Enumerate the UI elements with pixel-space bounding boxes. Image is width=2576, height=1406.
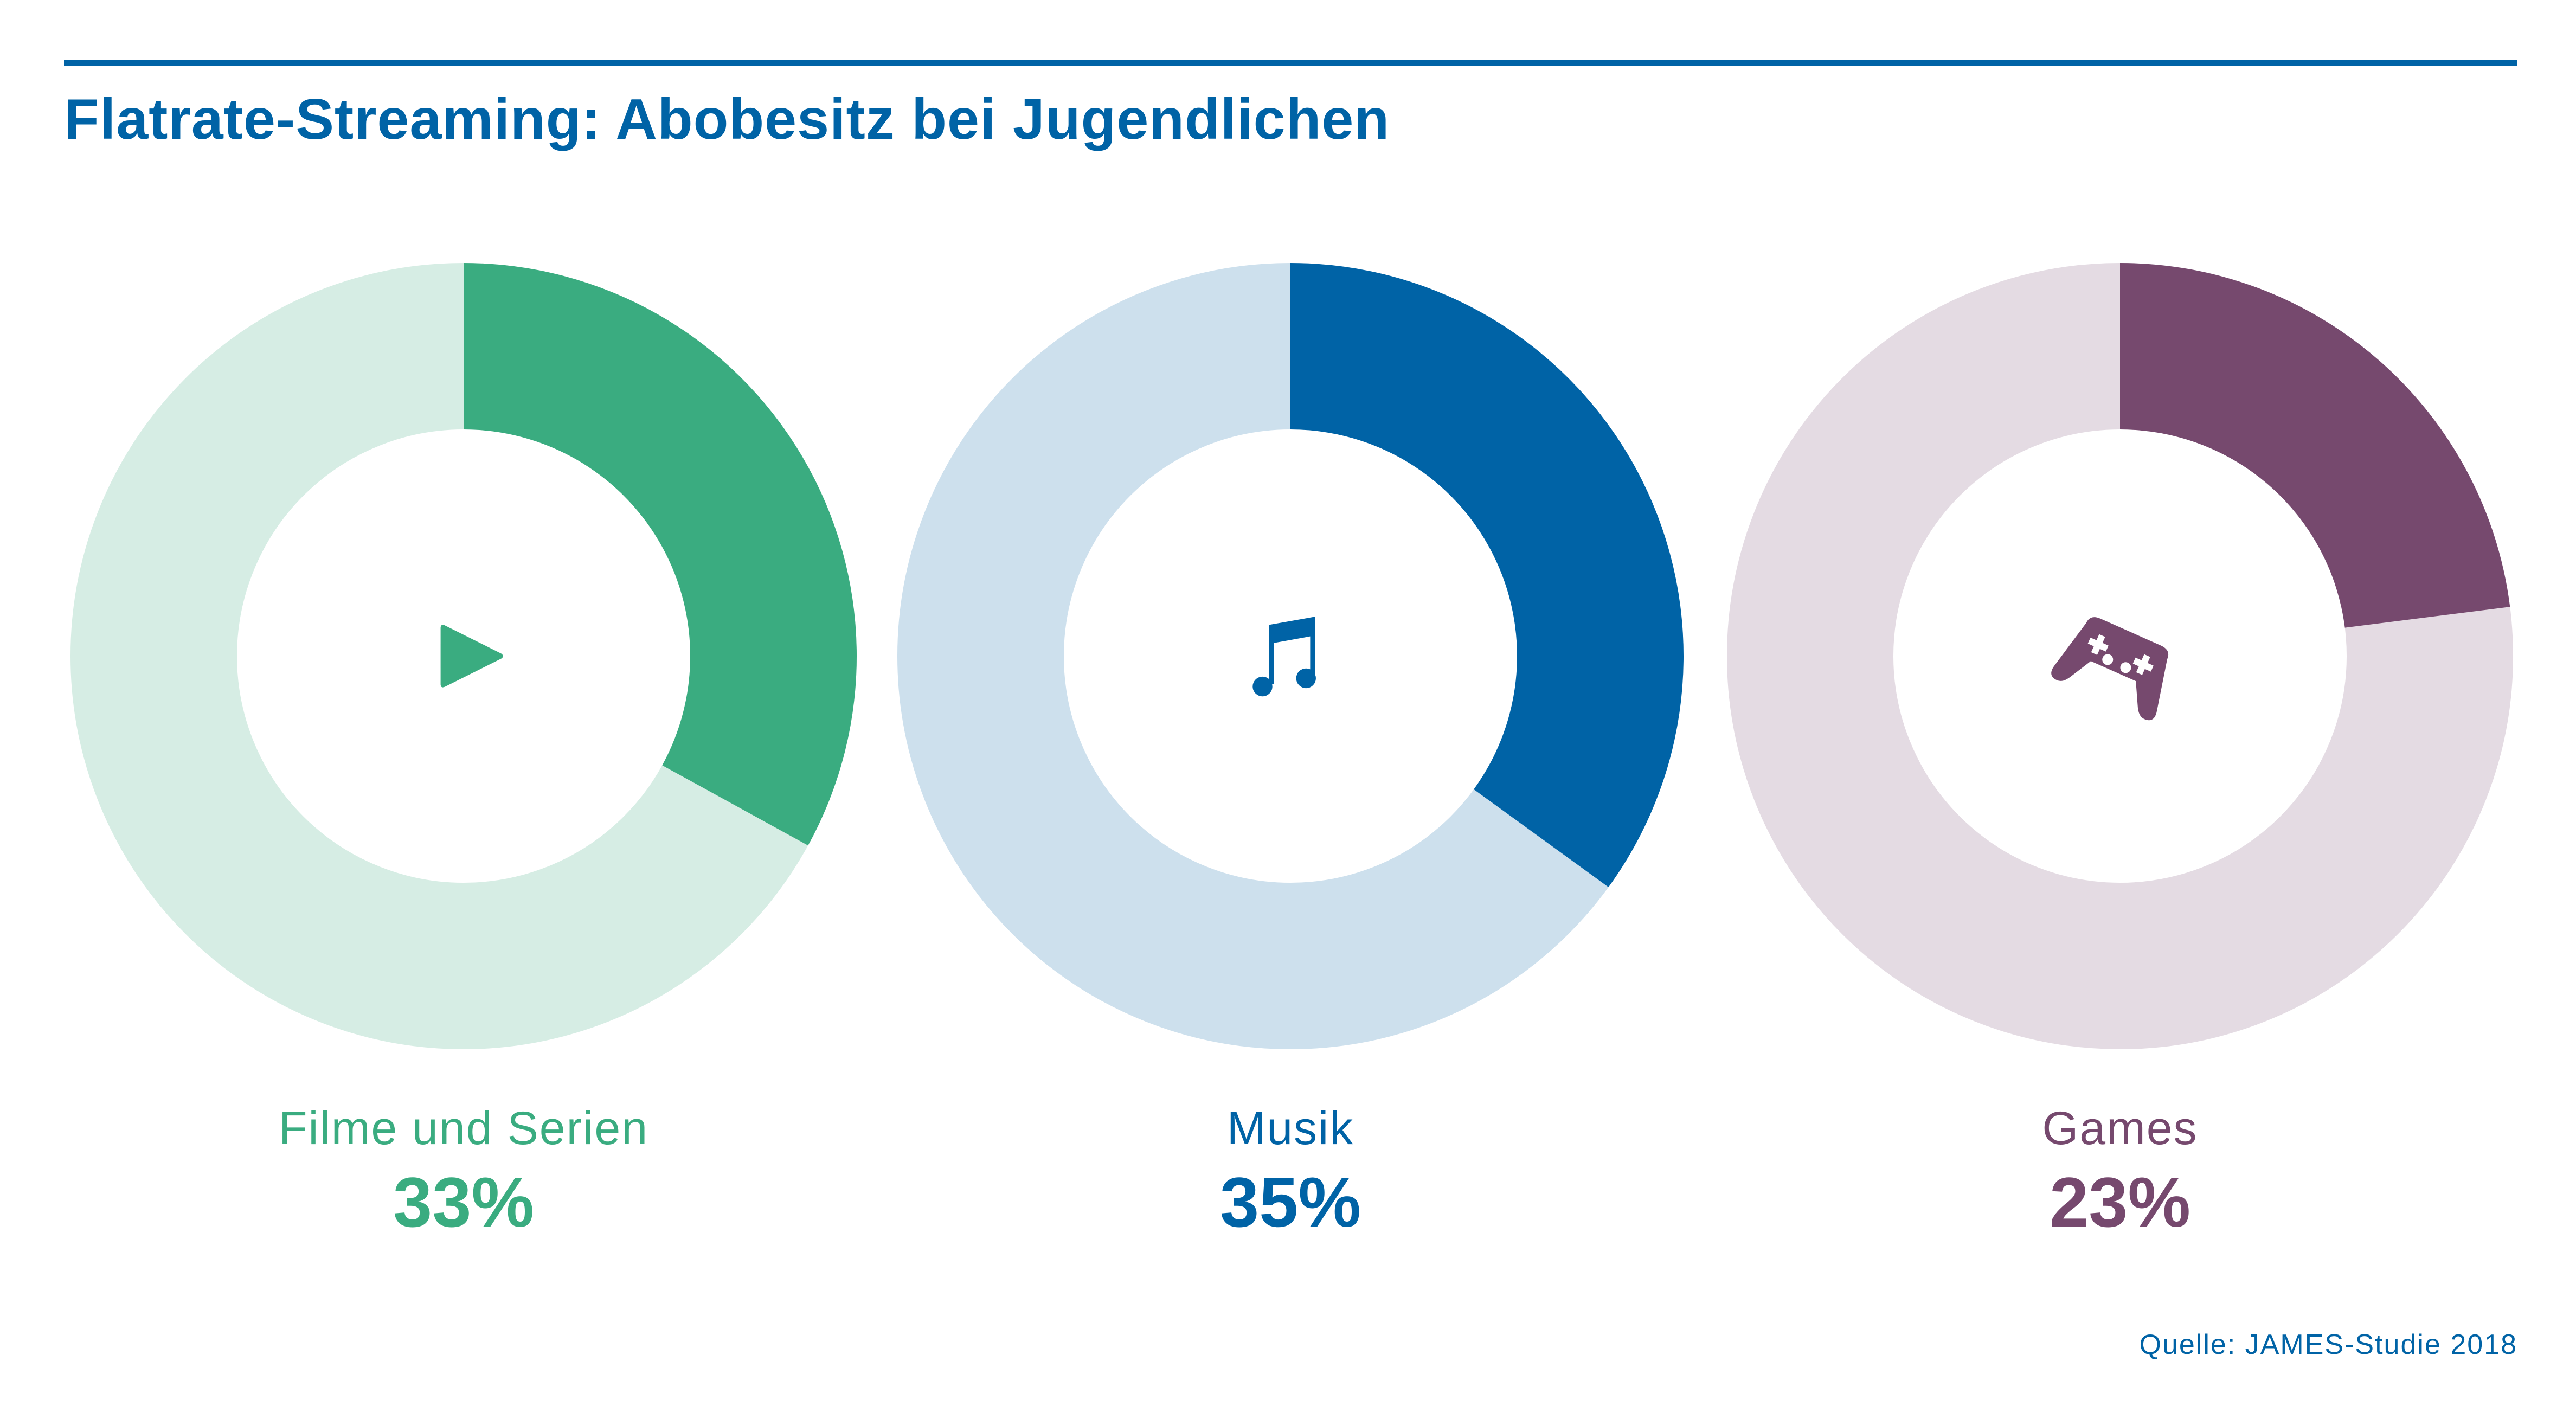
value-label: 33% — [393, 1163, 534, 1242]
category-label: Musik — [1227, 1102, 1354, 1154]
gamepad-icon — [2051, 617, 2169, 721]
play-icon — [440, 625, 503, 688]
donut-0: Filme und Serien 33% — [70, 263, 857, 1242]
donut-segment — [1290, 263, 1684, 888]
donut-1: Musik 35% — [897, 263, 1684, 1242]
category-label: Games — [2042, 1102, 2198, 1154]
chart-title: Flatrate-Streaming: Abobesitz bei Jugend… — [64, 87, 1390, 151]
category-label: Filme und Serien — [279, 1102, 648, 1154]
music-note-icon — [1252, 617, 1316, 697]
top-rule — [64, 60, 2517, 66]
value-label: 35% — [1220, 1163, 1361, 1242]
source-note: Quelle: JAMES-Studie 2018 — [2139, 1329, 2517, 1360]
donut-2: Games 23% — [1727, 263, 2513, 1242]
donut-segment — [464, 263, 857, 846]
value-label: 23% — [2050, 1163, 2190, 1242]
donut-segment — [2120, 263, 2510, 628]
